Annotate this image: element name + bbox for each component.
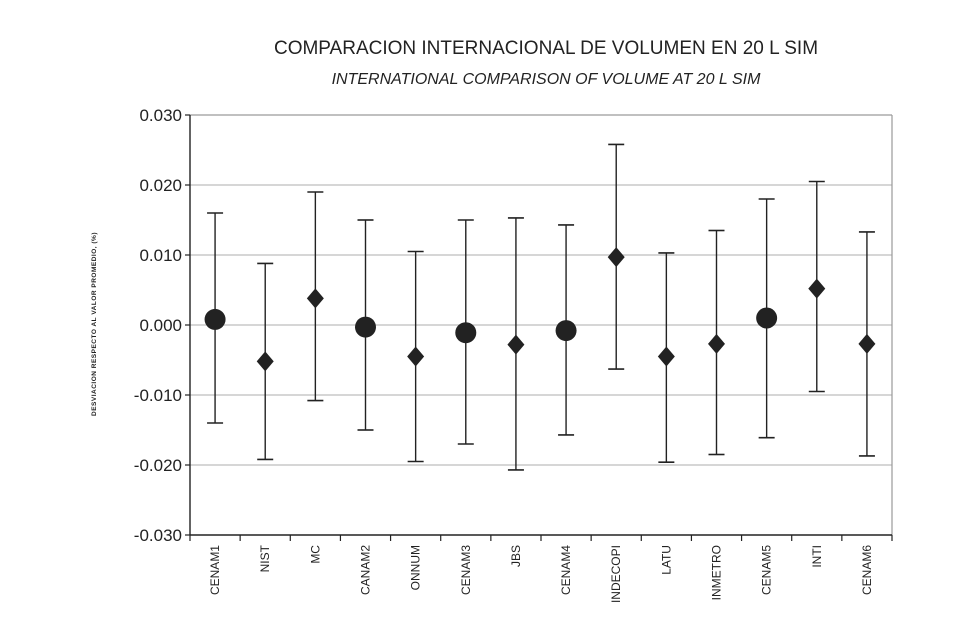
data-point-diamond xyxy=(507,334,525,355)
x-tick-label: INTI xyxy=(810,545,824,568)
data-point-diamond xyxy=(808,278,826,299)
y-tick-label: -0.030 xyxy=(134,526,182,545)
data-point-diamond xyxy=(657,346,675,367)
y-tick-label: 0.010 xyxy=(139,246,182,265)
y-tick-label: 0.000 xyxy=(139,316,182,335)
x-tick-label: CENAM5 xyxy=(760,545,774,595)
x-tick-label: INMETRO xyxy=(710,545,724,600)
x-tick-label: CENAM4 xyxy=(559,545,573,595)
data-point-circle xyxy=(355,316,376,338)
gridlines xyxy=(190,184,892,466)
x-tick-labels: CENAM1 NIST MC CANAM2 ONNUM CENAM3 JBS CENAM4 IN… xyxy=(208,544,874,603)
data-point-diamond xyxy=(607,247,625,268)
axes xyxy=(185,114,893,541)
data-points xyxy=(204,247,876,372)
chart-subtitle: INTERNATIONAL COMPARISON OF VOLUME AT 20… xyxy=(332,71,762,88)
chart-title: COMPARACION INTERNACIONAL DE VOLUMEN EN … xyxy=(274,38,818,59)
data-point-circle xyxy=(555,320,577,342)
data-point-circle xyxy=(756,307,778,329)
x-tick-label: CANAM2 xyxy=(359,545,373,595)
x-tick-label: ONNUM xyxy=(409,545,423,590)
x-tick-label: CENAM3 xyxy=(459,545,473,595)
x-tick-label: CENAM1 xyxy=(208,545,222,595)
data-point-circle xyxy=(204,308,226,330)
data-point-diamond xyxy=(708,333,725,354)
y-tick-label: -0.020 xyxy=(134,456,182,475)
x-tick-label: CENAM6 xyxy=(860,545,874,595)
x-tick-label: JBS xyxy=(509,545,523,567)
data-point-diamond xyxy=(858,333,876,354)
x-tick-label: NIST xyxy=(258,544,272,572)
data-point-circle xyxy=(455,322,477,344)
data-point-diamond xyxy=(256,351,274,372)
y-tick-labels: 0.030 0.020 0.010 0.000 -0.010 -0.020 -0.030 xyxy=(134,106,182,545)
y-axis-label: DESVIACION RESPECTO AL VALOR PROMEDIO, (… xyxy=(91,232,98,416)
data-point-diamond xyxy=(306,288,324,309)
x-tick-label: INDECOPI xyxy=(609,545,623,603)
x-tick-label: MC xyxy=(308,545,322,564)
data-point-diamond xyxy=(407,346,425,367)
y-tick-label: 0.020 xyxy=(139,176,182,195)
x-tick-label: LATU xyxy=(659,545,673,575)
y-tick-label: 0.030 xyxy=(139,106,182,125)
y-tick-label: -0.010 xyxy=(134,386,182,405)
